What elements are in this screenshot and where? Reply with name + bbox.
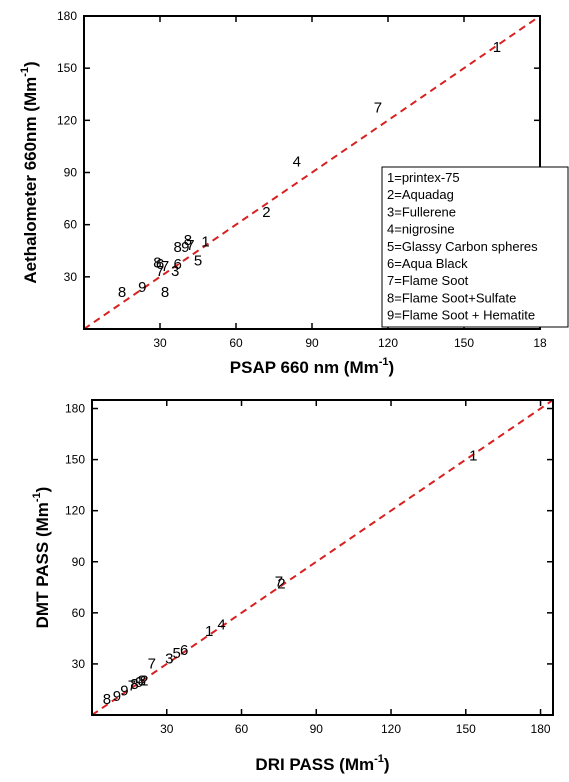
x-tick-label: 30 [153,336,167,350]
data-point: 7 [148,655,156,672]
y-axis-label-close: ) [33,487,52,493]
data-point: 4 [293,154,301,171]
x-tick-label: 90 [310,722,324,736]
x-tick-label: 150 [456,722,476,736]
data-point: 2 [277,575,285,592]
data-point: 2 [140,672,148,689]
data-point: 6 [180,642,188,659]
data-point: 8 [138,672,146,689]
x-tick-label: 18 [533,336,547,350]
x-axis-label: PSAP 660 nm (Mm-1) [230,356,394,377]
x-axis-label-sup: -1 [374,753,384,765]
x-axis-label: DRI PASS (Mm-1) [255,753,389,774]
data-point: 8 [174,239,182,256]
data-point: 9 [120,683,128,700]
legend-entry: 1=printex-75 [387,170,460,185]
data-point: 1 [469,448,477,465]
y-axis-label: DMT PASS (Mm-1) [31,487,52,629]
x-axis-label-close: ) [389,358,395,377]
x-tick-label: 120 [381,722,401,736]
data-point: 7 [275,574,283,591]
y-tick-label: 60 [72,606,86,620]
legend-entry: 8=Flame Soot+Sulfate [387,290,516,305]
data-point: 3 [171,263,179,280]
x-tick-label: 180 [531,722,551,736]
data-point: 1 [201,234,209,251]
y-axis-label-sup: -1 [19,67,31,77]
legend-entry: 4=nigrosine [387,222,455,237]
y-axis-label-sup: -1 [31,492,43,502]
legend-entry: 3=Fullerene [387,204,456,219]
legend-entry: 7=Flame Soot [387,273,469,288]
data-point: 9 [138,279,146,296]
plot-frame [91,399,554,716]
legend-entry: 5=Glassy Carbon spheres [387,239,538,254]
y-tick-label: 120 [57,113,77,127]
data-point: 7 [161,258,169,275]
x-tick-label: 60 [229,336,243,350]
data-point: 3 [165,650,173,667]
data-point: 6 [156,256,164,273]
data-point: 8 [118,284,126,301]
data-point: 9 [135,674,143,691]
data-point: 8 [103,691,111,708]
data-point: 8 [153,254,161,271]
y-tick-label: 120 [65,504,85,518]
legend-entry: 2=Aquadag [387,187,454,202]
x-tick-label: 60 [235,722,249,736]
y-tick-label: 30 [72,657,86,671]
data-point: 7 [374,100,382,117]
legend-box [381,166,569,328]
y-axis-label-main: DMT PASS (Mm [33,502,52,628]
x-tick-label: 90 [305,336,319,350]
y-axis-label-close: ) [21,61,40,67]
x-tick-label: 30 [160,722,174,736]
x-tick-label: 150 [454,336,474,350]
data-point: 1 [205,623,213,640]
data-point: 7 [186,237,194,254]
data-point: 5 [173,645,181,662]
data-point: 8 [130,676,138,693]
legend: 1=printex-75 2=Aquadag 3=Fullerene 4=nigros… [381,166,569,328]
x-axis-label-sup: -1 [379,356,389,368]
data-point: 9 [181,239,189,256]
one-to-one-line [84,16,540,329]
y-axis-label: Aethalometer 660nm (Mm-1) [19,61,40,283]
legend-entry: 6=Aqua Black [387,256,468,271]
x-axis-label-main: DRI PASS (Mm [255,755,374,774]
data-point: 8 [161,284,169,301]
y-tick-label: 60 [64,218,78,232]
y-tick-label: 150 [65,453,85,467]
y-tick-label: 90 [72,555,86,569]
data-point: 4 [217,616,225,633]
y-tick-label: 30 [64,270,78,284]
data-point: 1 [493,39,501,56]
bottom-scatter-panel: 30 60 90 120 150 1803060901201501801724165372… [31,399,554,774]
y-tick-label: 150 [57,61,77,75]
data-point: 7 [156,263,164,280]
y-tick-label: 180 [65,402,85,416]
y-tick-label: 90 [64,166,78,180]
y-tick-label: 180 [57,9,77,23]
one-to-one-line [92,400,553,715]
data-point: 7 [128,678,136,695]
x-axis-label-main: PSAP 660 nm (Mm [230,358,379,377]
y-axis-label-main: Aethalometer 660nm (Mm [21,77,40,284]
x-tick-label: 120 [378,336,398,350]
data-point: 9 [113,688,121,705]
data-point: 5 [194,253,202,270]
legend-entry: 9=Flame Soot + Hematite [387,308,535,323]
data-point: 6 [174,256,182,273]
x-axis-label-close: ) [384,755,390,774]
data-point: 8 [184,232,192,249]
data-point: 2 [262,204,270,221]
